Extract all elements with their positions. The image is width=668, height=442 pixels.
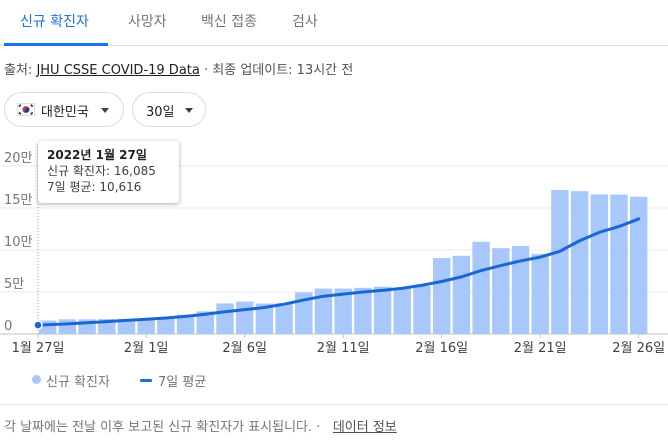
- bar-new-cases: [137, 318, 155, 334]
- cases-chart[interactable]: 0 5만 10만 15만 20만 1월 27일 2월 1일 2월 6일 2월 11일 2월 16일…: [0, 140, 668, 362]
- bar-new-cases: [236, 301, 254, 334]
- tab-deaths[interactable]: 사망자: [128, 14, 167, 30]
- line-7day-average: [36, 217, 641, 327]
- source-prefix: 출처:: [4, 63, 37, 78]
- bar-new-cases: [176, 314, 195, 334]
- legend-line-swatch: [140, 379, 152, 382]
- bar-new-cases: [393, 288, 411, 334]
- chart-tooltip: 2022년 1월 27일 신규 확진자: 16,085 7일 평균: 10,61…: [38, 141, 179, 203]
- bar-new-cases: [511, 245, 530, 334]
- tab-bar: 신규 확진자 사망자 백신 접종 검사: [0, 0, 668, 46]
- footer-note: 각 날짜에는 전날 이후 보고된 신규 확진자가 표시됩니다. · 데이터 정보: [4, 416, 397, 435]
- y-tick-label: 0: [4, 319, 12, 334]
- bar-new-cases: [570, 191, 589, 334]
- legend-bar-swatch: [32, 375, 41, 384]
- x-tick-label: 2월 1일: [124, 341, 169, 356]
- footer-divider: [0, 404, 668, 405]
- period-label: 30일: [146, 105, 175, 120]
- region-label: 대한민국: [41, 105, 89, 120]
- legend-new-cases: 신규 확진자: [46, 375, 110, 390]
- bar-new-cases: [610, 194, 628, 334]
- source-separator: ·: [199, 63, 213, 78]
- tooltip-new-cases: 신규 확진자: 16,085: [47, 164, 156, 178]
- x-tick-label: 2월 11일: [317, 341, 370, 356]
- bar-new-cases: [492, 248, 510, 334]
- bar-new-cases: [117, 318, 136, 334]
- bar-new-cases: [216, 303, 234, 334]
- footer-separator: ·: [312, 420, 325, 435]
- chevron-down-icon: [101, 108, 109, 113]
- x-tick-label: 2월 6일: [222, 341, 267, 356]
- bar-new-cases: [531, 253, 549, 334]
- bar-new-cases: [196, 311, 214, 334]
- x-tick-label: 2월 16일: [415, 341, 468, 356]
- tab-vaccinations[interactable]: 백신 접종: [201, 14, 257, 30]
- bar-new-cases: [334, 288, 352, 334]
- bar-new-cases: [433, 258, 451, 334]
- bar-new-cases: [373, 286, 392, 334]
- bar-new-cases: [354, 287, 372, 334]
- tab-new-cases[interactable]: 신규 확진자: [20, 14, 89, 30]
- x-tick-label: 1월 27일: [12, 341, 65, 356]
- bar-new-cases: [590, 194, 608, 334]
- tab-tests[interactable]: 검사: [292, 14, 318, 30]
- region-dropdown[interactable]: 대한민국: [4, 92, 124, 127]
- bar-new-cases: [295, 292, 313, 334]
- y-tick-label: 5만: [4, 277, 24, 292]
- tooltip-average: 7일 평균: 10,616: [47, 180, 142, 194]
- x-tick-label: 2월 26일: [612, 341, 665, 356]
- bar-new-cases: [452, 255, 471, 334]
- bar-new-cases: [314, 288, 333, 334]
- chevron-down-icon: [185, 108, 193, 113]
- bar-new-cases: [551, 190, 569, 334]
- y-tick-label: 15만: [4, 193, 33, 208]
- bar-new-cases: [157, 317, 175, 334]
- bar-new-cases: [413, 286, 431, 334]
- bar-new-cases: [255, 303, 274, 334]
- footer-text: 각 날짜에는 전날 이후 보고된 신규 확진자가 표시됩니다.: [4, 420, 313, 435]
- x-tick-label: 2월 21일: [514, 341, 567, 356]
- y-tick-label: 10만: [4, 235, 33, 250]
- data-info-link[interactable]: 데이터 정보: [332, 420, 397, 435]
- legend-average: 7일 평균: [158, 375, 207, 390]
- y-tick-label: 20만: [4, 151, 33, 166]
- south-korea-flag-icon: [17, 103, 35, 116]
- source-line: 출처: JHU CSSE COVID-19 Data · 최종 업데이트: 13…: [4, 59, 353, 78]
- bar-new-cases: [58, 319, 77, 334]
- last-updated: 최종 업데이트: 13시간 전: [212, 63, 354, 78]
- bar-new-cases: [275, 303, 293, 334]
- active-tab-indicator: [4, 43, 108, 46]
- source-link[interactable]: JHU CSSE COVID-19 Data: [36, 63, 200, 78]
- period-dropdown[interactable]: 30일: [132, 92, 206, 127]
- tooltip-date: 2022년 1월 27일: [47, 148, 147, 162]
- bar-new-cases: [630, 196, 648, 334]
- bar-new-cases: [472, 241, 490, 334]
- hover-point: [33, 320, 43, 330]
